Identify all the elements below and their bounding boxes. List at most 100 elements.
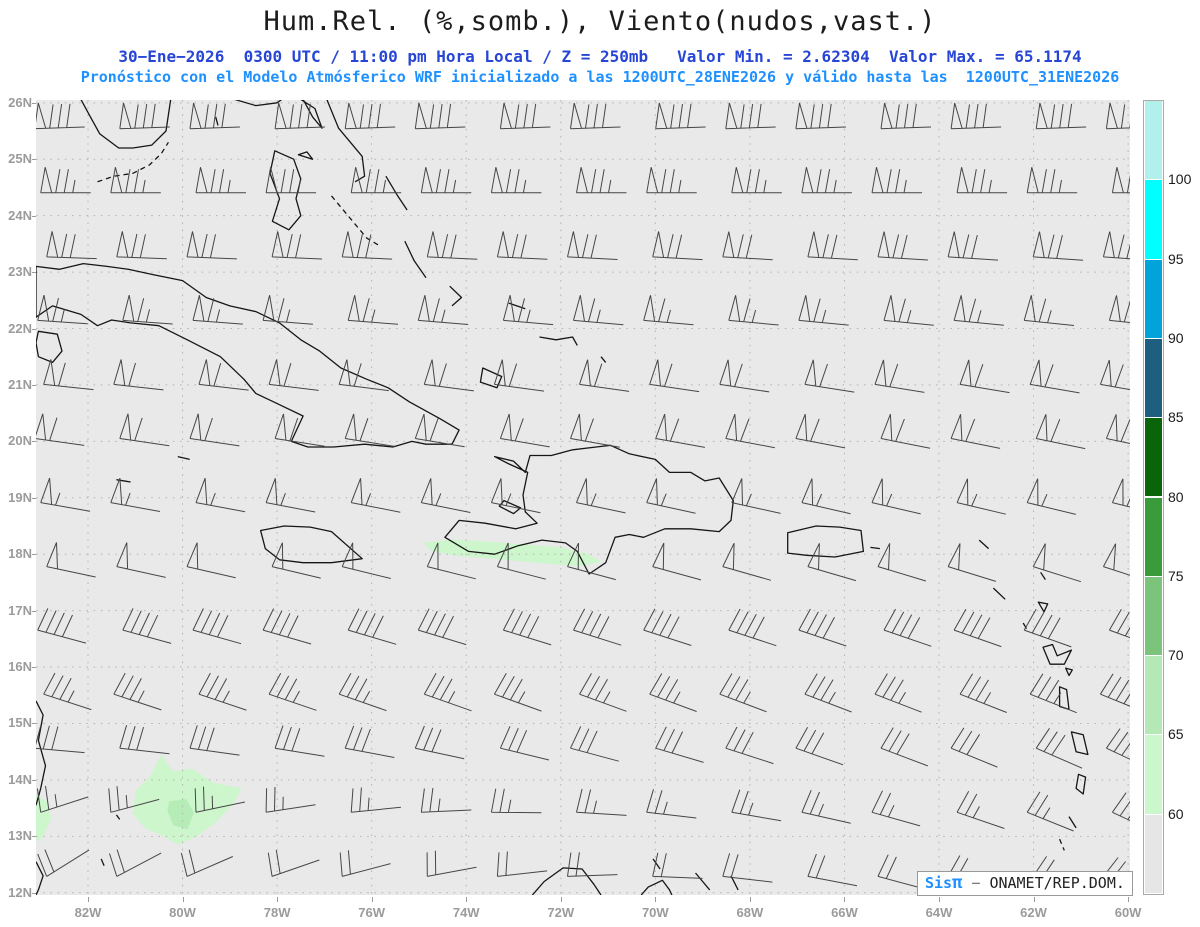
- lat-tick: [32, 723, 36, 725]
- wind-barb: [414, 413, 465, 448]
- rh-patch-sw-caribbean-blob-core: [167, 799, 194, 830]
- wind-barb: [499, 726, 550, 761]
- lon-tick: [938, 897, 940, 902]
- lon-label-66W: 66W: [831, 905, 858, 920]
- wind-barb: [496, 542, 546, 580]
- lat-label-24N: 24N: [8, 207, 32, 223]
- lat-label-12N: 12N: [8, 884, 32, 900]
- wind-barb: [426, 850, 477, 877]
- wind-barbs-layer: [36, 102, 1130, 895]
- wind-barb: [344, 102, 396, 130]
- rh-shading-layer: [36, 539, 601, 845]
- wind-barb: [347, 295, 399, 325]
- wind-barb: [180, 849, 233, 877]
- coast-great-inagua: [479, 367, 503, 389]
- wind-barb: [36, 413, 85, 446]
- wind-barb: [883, 608, 932, 647]
- wind-barb: [871, 167, 922, 194]
- wind-barb: [567, 852, 618, 877]
- lat-label-21N: 21N: [8, 376, 32, 392]
- wind-barb: [646, 478, 696, 514]
- wind-barb: [417, 295, 469, 325]
- wind-barb: [567, 231, 618, 260]
- wind-barb: [186, 231, 237, 260]
- rh-patch-sw-caribbean-blob-outer: [132, 754, 242, 845]
- forecast-line: Pronóstico con el Modelo Atmósferico WRF…: [80, 68, 1120, 86]
- lon-label-72W: 72W: [547, 905, 575, 920]
- lat-label-25N: 25N: [8, 151, 32, 167]
- wind-barb: [804, 673, 852, 713]
- wind-barb: [795, 102, 846, 130]
- colorbar-label-80: 80: [1168, 488, 1184, 505]
- wind-barb: [953, 295, 1004, 326]
- wind-barb: [798, 608, 847, 647]
- lat-tick: [32, 836, 36, 838]
- wind-barb: [643, 608, 692, 646]
- wind-barb: [420, 478, 471, 513]
- wind-barb: [113, 359, 164, 391]
- coast-guadeloupe: [1042, 643, 1073, 665]
- lat-label-13N: 13N: [8, 828, 32, 844]
- wind-barb: [194, 786, 246, 813]
- wind-barb: [265, 786, 316, 813]
- wind-barb: [725, 102, 776, 130]
- wind-barb: [871, 478, 921, 515]
- wind-barb: [37, 294, 88, 325]
- wind-barb: [798, 295, 849, 326]
- wind-barb: [956, 167, 1008, 194]
- wind-barb: [119, 102, 170, 130]
- grid-layer: [36, 100, 1130, 895]
- wind-barb: [959, 359, 1010, 394]
- wind-barb: [1111, 792, 1130, 822]
- colorbar-label-90: 90: [1168, 329, 1184, 346]
- wind-barb: [880, 727, 928, 767]
- wind-barb: [871, 790, 921, 827]
- wind-barb: [1108, 295, 1130, 324]
- wind-barb: [719, 673, 767, 713]
- wind-barb: [874, 673, 922, 713]
- wind-barb: [499, 413, 550, 448]
- lat-label-15N: 15N: [8, 715, 32, 731]
- lat-tick: [32, 328, 36, 330]
- lon-label-62W: 62W: [1020, 905, 1047, 920]
- wind-barb: [267, 849, 320, 877]
- wind-barb: [1029, 359, 1080, 394]
- lat-tick: [32, 441, 36, 443]
- wind-barb: [40, 167, 91, 194]
- wind-barb: [110, 478, 161, 512]
- lat-label-26N: 26N: [8, 94, 32, 110]
- branding-box: Sisπ − ONAMET/REP.DOM.: [917, 871, 1133, 896]
- wind-barb: [192, 295, 243, 325]
- wind-barb: [576, 167, 627, 194]
- wind-barb: [344, 725, 395, 758]
- wind-barb: [719, 359, 770, 393]
- wind-barb: [192, 608, 242, 645]
- map-svg: [36, 100, 1130, 895]
- wind-barb: [265, 167, 317, 194]
- weather-map: [36, 100, 1130, 895]
- lon-label-60W: 60W: [1114, 905, 1142, 920]
- coast-isla-juventud: [36, 330, 63, 364]
- colorbar-label-60: 60: [1168, 805, 1184, 822]
- wind-barb: [262, 608, 312, 645]
- wind-barb: [801, 167, 852, 194]
- lon-label-76W: 76W: [358, 905, 386, 920]
- wind-barb: [959, 673, 1007, 713]
- wind-barb: [1099, 673, 1130, 707]
- lon-tick: [1033, 897, 1035, 902]
- wind-barb: [268, 672, 317, 711]
- wind-barb: [341, 542, 391, 579]
- coast-caicos: [539, 336, 578, 346]
- coast-cat-island: [385, 175, 408, 211]
- wind-barb: [953, 608, 1002, 648]
- lon-label-70W: 70W: [641, 905, 669, 920]
- lat-tick: [32, 384, 36, 386]
- wind-barb: [110, 167, 161, 194]
- wind-barb: [795, 727, 844, 766]
- wind-barb: [122, 294, 173, 325]
- lon-label-82W: 82W: [74, 905, 102, 920]
- colorbar-label-100: 100: [1168, 171, 1192, 188]
- wind-barb: [570, 726, 619, 762]
- wind-barb: [1026, 167, 1078, 194]
- branding-sis: Sis: [925, 874, 953, 892]
